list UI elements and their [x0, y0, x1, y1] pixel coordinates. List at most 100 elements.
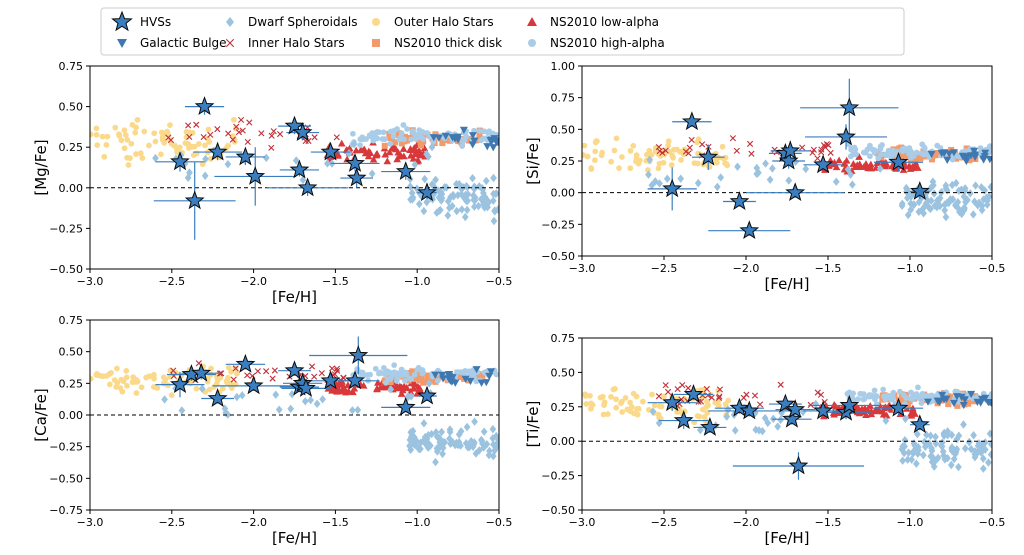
y-tick-label: −0.50 [541, 250, 575, 263]
background-point [876, 164, 884, 173]
hvs-point [729, 191, 750, 210]
background-point [406, 146, 414, 153]
hvs-point [729, 397, 750, 417]
hvs-point [345, 152, 365, 172]
background-point [663, 174, 671, 183]
background-point [94, 142, 101, 149]
plot-area [90, 96, 499, 240]
hvs-point [813, 154, 833, 174]
background-point [128, 140, 135, 147]
background-point [483, 143, 492, 151]
background-point [608, 158, 615, 165]
legend-frame [100, 7, 905, 56]
background-point [459, 143, 466, 149]
background-point [628, 404, 635, 410]
background-point [390, 133, 397, 140]
background-point [174, 146, 180, 153]
x-tick-label: −0.5 [486, 516, 513, 529]
background-point [399, 145, 408, 152]
legend: HVSs Galactic Bulge Dwarf Spheroidals Inner… [100, 7, 905, 56]
background-point [427, 441, 434, 450]
background-point [810, 146, 817, 153]
background-point [272, 390, 280, 399]
background-point [985, 156, 992, 164]
background-point [880, 386, 887, 393]
background-point [952, 155, 959, 162]
background-point [646, 155, 654, 164]
background-point [103, 142, 110, 148]
background-point [948, 180, 956, 190]
y-tick-label: −0.50 [49, 472, 83, 485]
hvs-point [345, 370, 365, 390]
background-point [421, 378, 428, 385]
background-point [713, 182, 721, 192]
background-point [921, 438, 929, 447]
background-point [649, 407, 657, 416]
background-point [695, 150, 701, 157]
background-point [969, 210, 977, 219]
background-point [774, 422, 782, 431]
background-point [414, 156, 423, 164]
background-point [141, 128, 148, 135]
background-point [489, 451, 497, 461]
background-point [432, 175, 439, 184]
legend-item: Outer Halo Stars [372, 15, 494, 29]
background-point [190, 152, 197, 159]
background-point [814, 155, 821, 162]
background-point [428, 142, 436, 152]
background-point [651, 402, 658, 409]
background-point [397, 134, 404, 141]
background-point [952, 201, 959, 210]
background-point [359, 381, 368, 389]
background-point [818, 146, 825, 153]
background-point [962, 157, 971, 166]
background-point [254, 368, 261, 375]
background-point [129, 122, 136, 128]
background-point [398, 366, 405, 373]
background-point [402, 383, 411, 391]
background-point [449, 190, 457, 200]
background-point [111, 377, 118, 384]
background-point [633, 152, 640, 158]
background-point [158, 151, 164, 158]
background-point [847, 153, 854, 160]
legend-item: HVSs [111, 10, 171, 32]
y-tick-label: −0.25 [49, 222, 83, 235]
background-point [825, 142, 832, 149]
background-point [103, 373, 110, 379]
background-point [619, 398, 625, 405]
background-point [879, 396, 886, 403]
background-point [912, 459, 920, 468]
background-point [633, 393, 640, 400]
legend-label: NS2010 low-alpha [550, 15, 659, 29]
background-point [392, 139, 399, 146]
background-point [229, 136, 236, 143]
background-point [832, 177, 840, 186]
background-point [230, 376, 237, 383]
background-point [868, 392, 875, 399]
background-point [488, 130, 494, 137]
hvs-point [297, 177, 318, 197]
hvs-point [395, 396, 416, 416]
background-point [206, 386, 213, 393]
background-point [463, 205, 471, 215]
background-point [424, 443, 432, 452]
background-point [246, 119, 253, 126]
background-point [118, 137, 125, 144]
background-point [475, 446, 483, 455]
legend-label: NS2010 high-alpha [550, 36, 665, 50]
background-point [907, 411, 916, 419]
background-point [409, 384, 418, 392]
background-point [930, 189, 938, 198]
background-point [906, 145, 913, 151]
background-point [404, 135, 411, 142]
background-point [116, 132, 123, 139]
background-point [387, 128, 394, 135]
background-point [367, 371, 373, 378]
background-point [930, 181, 937, 190]
legend-marker [372, 39, 380, 47]
background-point [984, 398, 992, 407]
background-point [231, 136, 238, 143]
background-point [395, 131, 402, 139]
background-point [381, 150, 390, 158]
